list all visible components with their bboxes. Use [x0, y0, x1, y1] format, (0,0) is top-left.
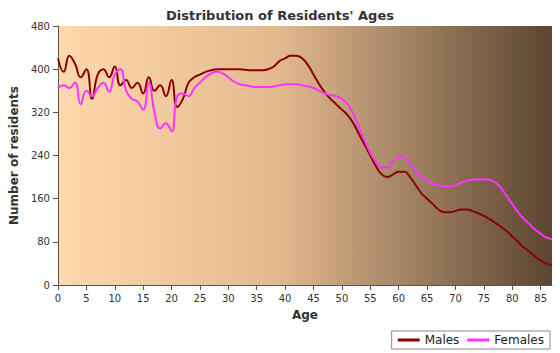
svg-text:35: 35: [250, 293, 263, 304]
svg-text:0: 0: [55, 293, 61, 304]
svg-text:55: 55: [364, 293, 377, 304]
svg-text:240: 240: [31, 150, 50, 161]
svg-text:Males: Males: [425, 333, 460, 347]
svg-text:160: 160: [31, 193, 50, 204]
svg-text:10: 10: [108, 293, 121, 304]
svg-text:480: 480: [31, 21, 50, 32]
svg-text:50: 50: [336, 293, 349, 304]
svg-text:45: 45: [307, 293, 320, 304]
svg-text:70: 70: [449, 293, 462, 304]
svg-text:320: 320: [31, 107, 50, 118]
svg-text:40: 40: [279, 293, 292, 304]
svg-text:5: 5: [83, 293, 89, 304]
svg-text:15: 15: [137, 293, 150, 304]
svg-text:25: 25: [194, 293, 207, 304]
svg-text:60: 60: [392, 293, 405, 304]
svg-text:20: 20: [165, 293, 178, 304]
svg-text:80: 80: [37, 236, 50, 247]
svg-text:30: 30: [222, 293, 235, 304]
svg-text:0: 0: [44, 280, 50, 291]
svg-text:Age: Age: [292, 308, 318, 322]
svg-text:80: 80: [506, 293, 519, 304]
svg-text:400: 400: [31, 64, 50, 75]
svg-text:Females: Females: [494, 333, 544, 347]
svg-text:75: 75: [477, 293, 490, 304]
svg-text:85: 85: [534, 293, 547, 304]
svg-text:65: 65: [421, 293, 434, 304]
svg-text:Number of residents: Number of residents: [7, 86, 21, 225]
svg-text:Distribution of Residents' Age: Distribution of Residents' Ages: [166, 8, 394, 23]
